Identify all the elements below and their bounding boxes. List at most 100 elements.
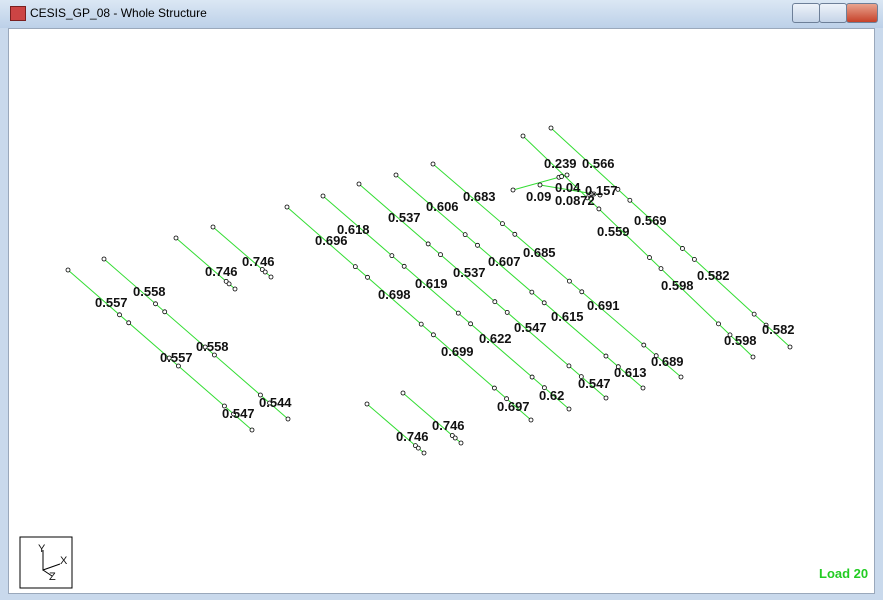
node xyxy=(221,403,227,409)
node xyxy=(678,374,684,380)
node xyxy=(364,401,370,407)
member-result-label: 0.689 xyxy=(651,354,684,369)
member-result-label: 0.09 xyxy=(526,189,551,204)
node xyxy=(452,435,458,441)
node xyxy=(284,204,290,210)
member-result-label: 0.566 xyxy=(582,156,615,171)
node xyxy=(542,385,547,391)
node xyxy=(727,332,733,338)
node xyxy=(564,172,570,178)
member-result-label: 0.619 xyxy=(415,276,448,291)
viewport[interactable] xyxy=(8,28,875,594)
member xyxy=(286,206,532,421)
node xyxy=(117,312,122,318)
node xyxy=(692,256,697,262)
node xyxy=(389,253,395,259)
node xyxy=(491,385,497,391)
node xyxy=(418,321,424,327)
node xyxy=(603,395,609,401)
member xyxy=(103,258,289,420)
triad-y: Y xyxy=(38,543,46,555)
member-result-label: 0.746 xyxy=(396,429,429,444)
node xyxy=(166,355,172,361)
node xyxy=(400,390,406,396)
node xyxy=(259,267,265,272)
node xyxy=(462,232,468,238)
node xyxy=(603,353,609,359)
node xyxy=(763,322,769,328)
member xyxy=(432,163,682,378)
node xyxy=(202,344,208,350)
node xyxy=(468,321,474,327)
node xyxy=(231,411,237,417)
node xyxy=(597,192,603,198)
member-result-label: 0.746 xyxy=(205,264,238,279)
node xyxy=(262,269,268,275)
member-result-label: 0.746 xyxy=(242,254,275,269)
node xyxy=(641,342,647,348)
node xyxy=(365,274,370,280)
node xyxy=(520,133,526,139)
node xyxy=(658,266,664,272)
node xyxy=(504,309,510,315)
node xyxy=(285,416,291,422)
member-result-label: 0.582 xyxy=(697,268,730,283)
member-result-label: 0.696 xyxy=(315,233,348,248)
axis-triad xyxy=(42,569,53,577)
member-result-label: 0.691 xyxy=(587,298,620,313)
triad-x: X xyxy=(60,555,68,567)
member xyxy=(358,183,607,399)
member-result-label: 0.547 xyxy=(222,406,255,421)
node xyxy=(566,363,572,369)
member-result-label: 0.558 xyxy=(133,284,166,299)
member-result-label: 0.698 xyxy=(378,287,411,302)
member-result-label: 0.607 xyxy=(488,254,521,269)
node xyxy=(500,221,505,227)
node xyxy=(232,286,238,292)
member xyxy=(67,269,253,431)
node xyxy=(320,193,326,199)
node xyxy=(529,289,535,295)
member-result-label: 0.557 xyxy=(160,350,193,365)
node xyxy=(585,195,590,201)
node xyxy=(615,186,621,192)
member-result-label: 0.558 xyxy=(196,339,229,354)
node xyxy=(257,392,263,398)
node xyxy=(211,352,217,358)
node xyxy=(267,400,273,406)
node xyxy=(510,187,516,193)
member-result-label: 0.683 xyxy=(463,189,496,204)
member-result-label: 0.547 xyxy=(514,320,547,335)
node xyxy=(425,241,431,247)
member-result-label: 0.537 xyxy=(388,210,421,225)
close-button[interactable] xyxy=(846,3,878,23)
member-result-label: 0.239 xyxy=(544,156,577,171)
node xyxy=(716,321,721,327)
member-result-label: 0.557 xyxy=(95,295,128,310)
member-result-label: 0.613 xyxy=(614,365,647,380)
node xyxy=(226,281,232,287)
node xyxy=(421,450,427,456)
axis-triad-box xyxy=(19,536,73,589)
member xyxy=(322,195,570,410)
node xyxy=(567,278,572,284)
node xyxy=(449,433,455,438)
node xyxy=(210,224,216,230)
member-result-label: 0.559 xyxy=(597,224,630,239)
node xyxy=(475,242,480,248)
node xyxy=(541,300,547,306)
member xyxy=(395,174,644,389)
member-result-label: 0.582 xyxy=(762,322,795,337)
node xyxy=(537,182,543,188)
member-result-label: 0.606 xyxy=(426,199,459,214)
node xyxy=(162,309,168,315)
member-result-label: 0.746 xyxy=(432,418,465,433)
node xyxy=(750,354,756,360)
load-status: Load 20 xyxy=(819,566,868,581)
node xyxy=(492,299,498,305)
node xyxy=(548,125,554,131)
node xyxy=(529,374,535,380)
node xyxy=(455,310,461,316)
